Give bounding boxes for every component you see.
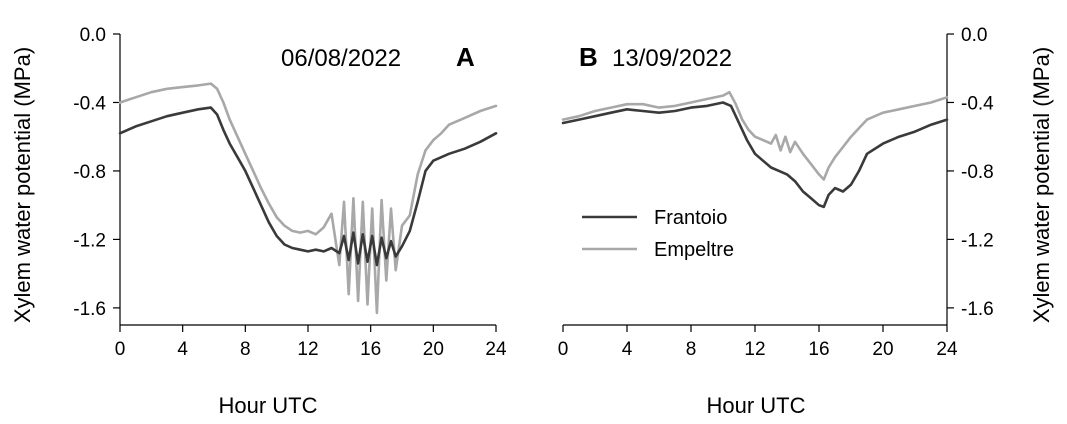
y-tick-label-b: -0.4 — [961, 93, 994, 114]
legend-label-empeltre: Empeltre — [654, 239, 734, 261]
series-line-frantoio-a — [118, 106, 498, 267]
panel-b: Xylem water potential (MPa) Hour UTC B 1… — [558, 25, 1054, 418]
series-line-empeltre-b — [561, 90, 949, 181]
x-tick-label-a: 8 — [240, 339, 251, 360]
y-tick-label-b: -1.2 — [961, 230, 994, 251]
panel-a: Xylem water potential (MPa) Hour UTC 06/… — [10, 25, 507, 418]
y-tick-label-a: -1.2 — [73, 230, 106, 251]
y-tick-label-b: 0.0 — [961, 25, 987, 46]
x-tick-label-a: 0 — [115, 339, 126, 360]
legend: Frantoio Empeltre — [582, 207, 734, 261]
y-tick-label-b: -1.6 — [961, 299, 994, 320]
x-tick-label-b: 20 — [872, 339, 893, 360]
panel-letter-b: B — [579, 42, 598, 72]
x-tick-label-a: 12 — [297, 339, 318, 360]
x-tick-label-a: 4 — [177, 339, 188, 360]
legend-label-frantoio: Frantoio — [654, 207, 727, 229]
x-tick-label-a: 20 — [423, 339, 444, 360]
x-axis-title-b: Hour UTC — [706, 393, 805, 418]
panel-letter-a: A — [456, 42, 475, 72]
y-tick-label-a: 0.0 — [80, 25, 106, 46]
y-axis-title-right: Xylem water potential (MPa) — [1029, 47, 1054, 323]
x-tick-label-b: 8 — [686, 339, 697, 360]
y-tick-label-a: -0.8 — [73, 162, 106, 183]
date-label-a: 06/08/2022 — [281, 45, 401, 72]
series-line-frantoio-b — [561, 101, 949, 209]
x-tick-label-b: 16 — [808, 339, 829, 360]
x-tick-label-a: 16 — [360, 339, 381, 360]
x-tick-label-b: 24 — [936, 339, 958, 360]
series-line-empeltre-a — [118, 82, 498, 315]
x-axis-title-a: Hour UTC — [218, 393, 317, 418]
y-tick-label-b: -0.8 — [961, 162, 994, 183]
y-axis-title-left: Xylem water potential (MPa) — [10, 47, 35, 323]
x-tick-label-b: 0 — [558, 339, 569, 360]
date-label-b: 13/09/2022 — [612, 45, 732, 72]
y-tick-label-a: -0.4 — [73, 93, 106, 114]
x-tick-label-b: 12 — [744, 339, 765, 360]
x-tick-label-a: 24 — [485, 339, 507, 360]
x-tick-label-b: 4 — [622, 339, 633, 360]
y-tick-label-a: -1.6 — [73, 299, 106, 320]
